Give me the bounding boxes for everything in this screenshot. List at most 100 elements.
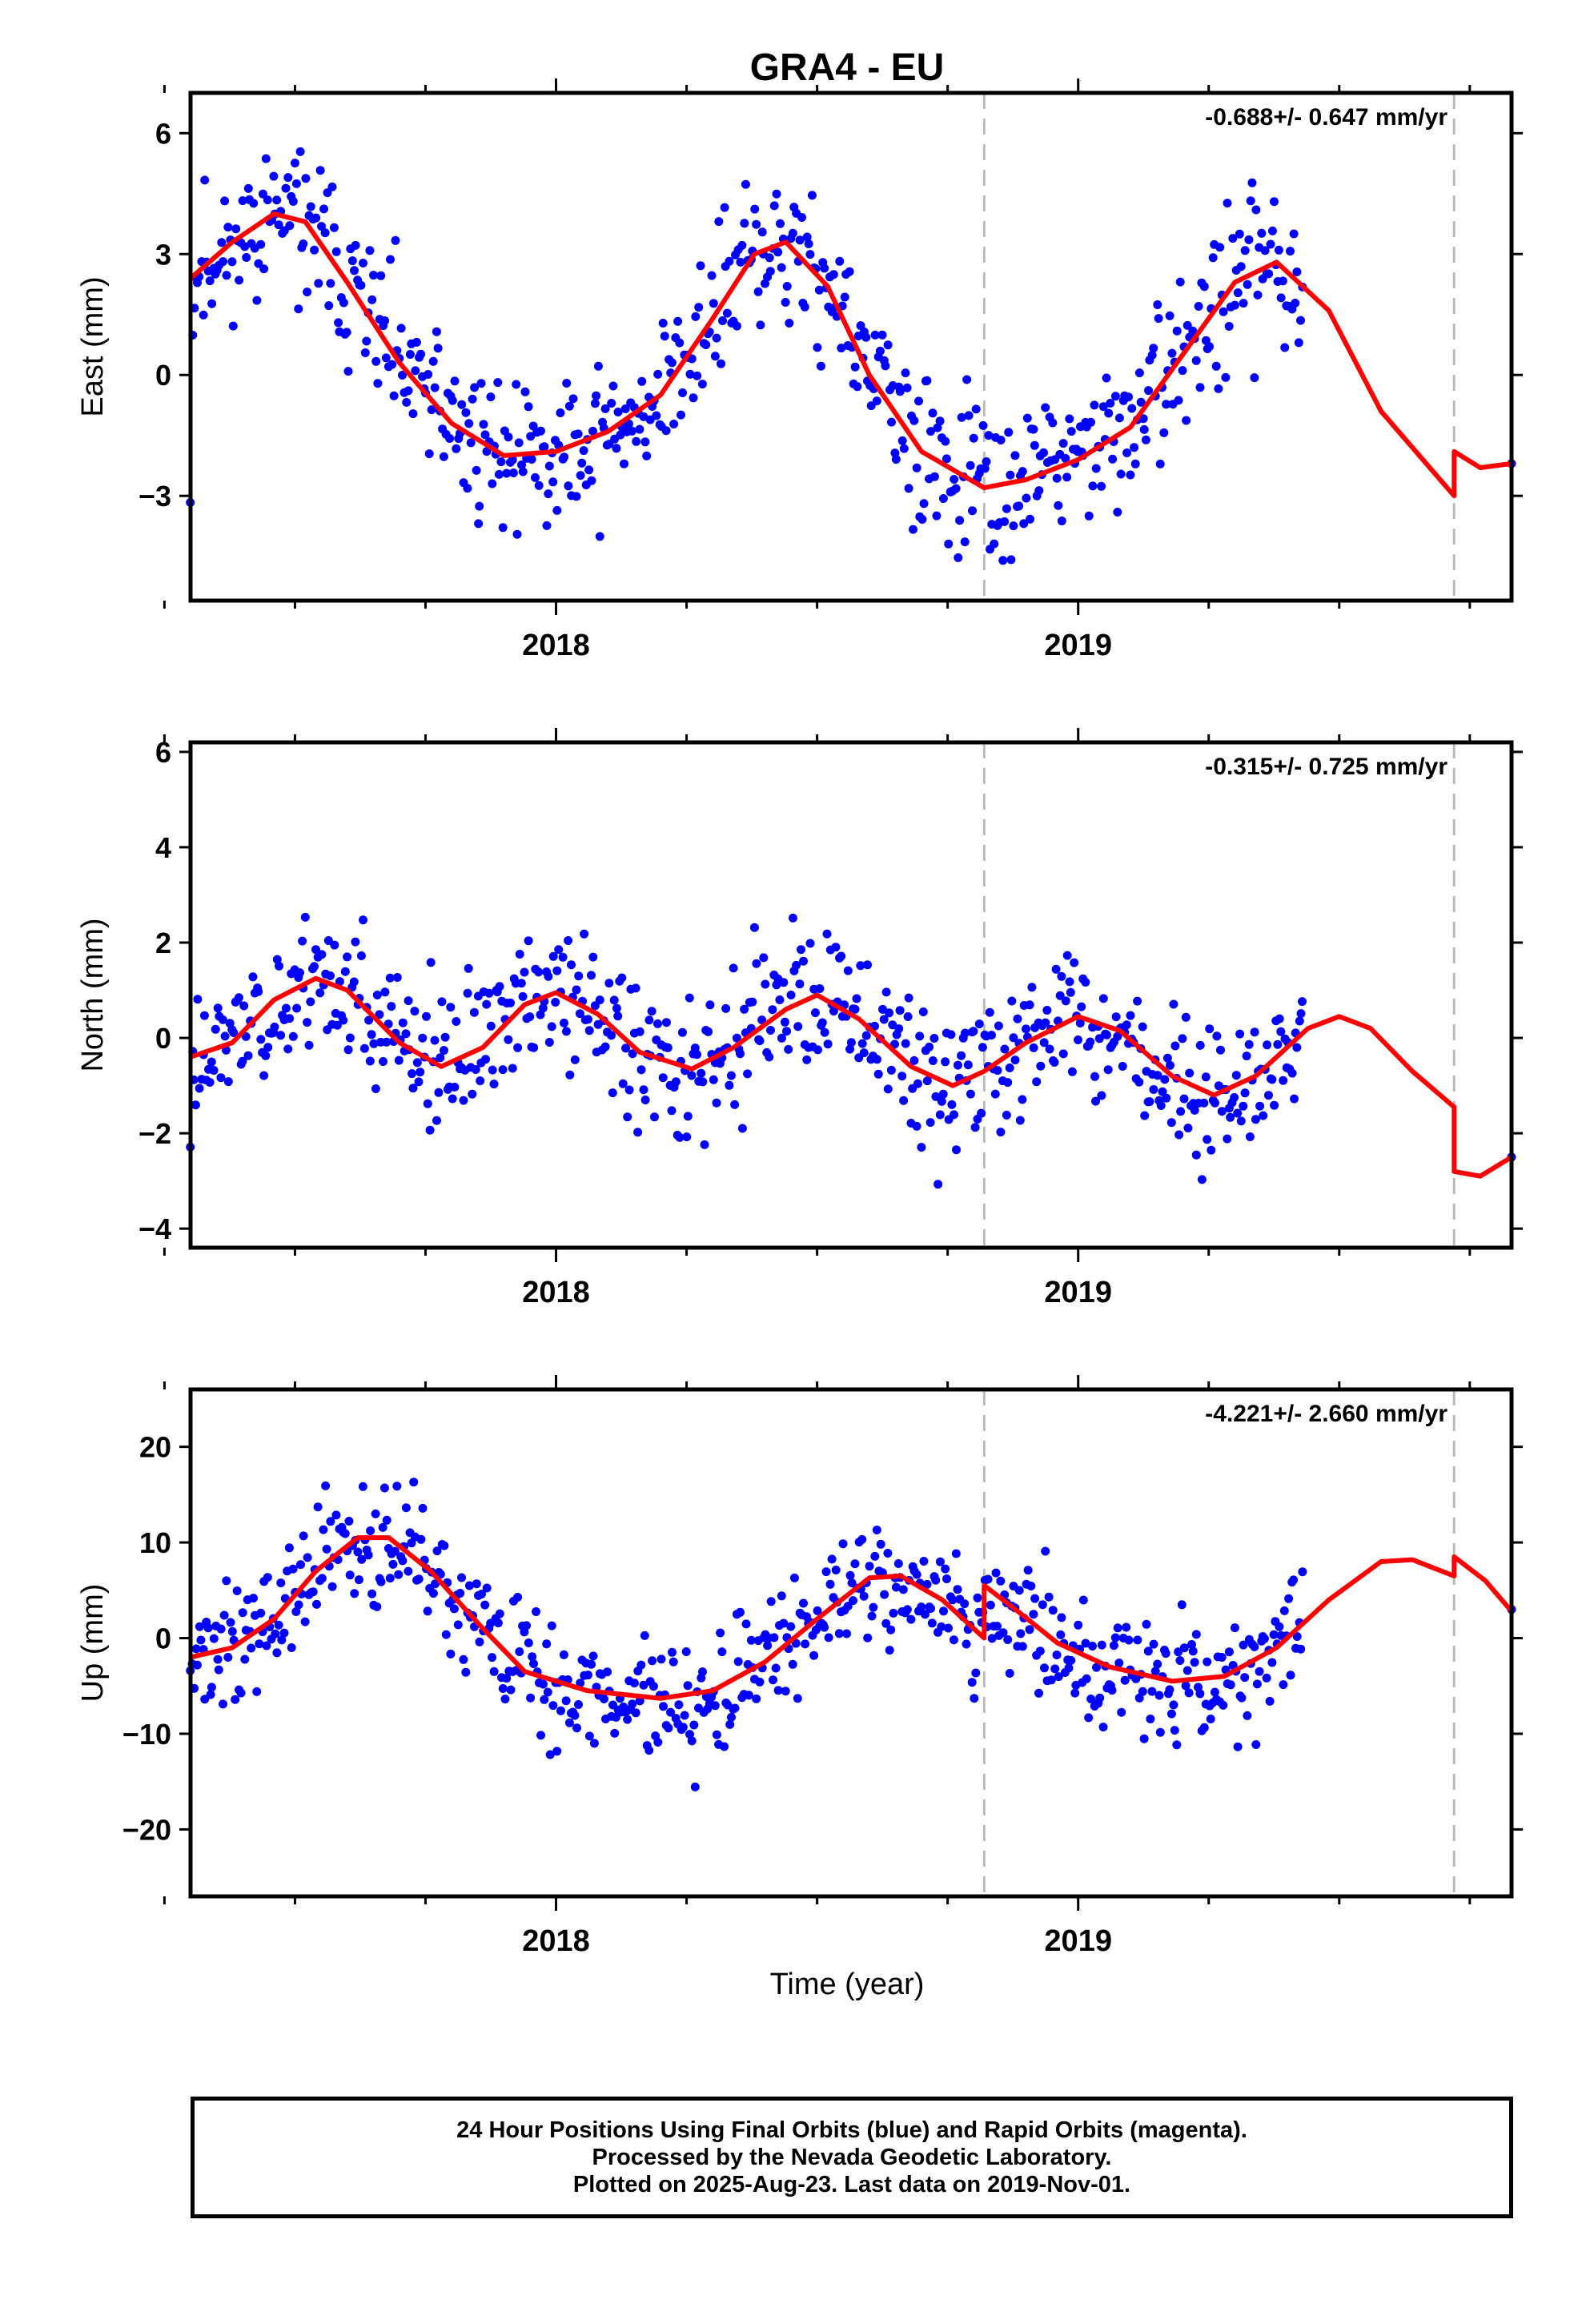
up-data-point: [279, 1628, 289, 1638]
north-data-point: [618, 1079, 628, 1088]
up-data-point: [303, 1553, 312, 1562]
east-data-point: [1136, 397, 1146, 407]
north-data-point: [516, 979, 526, 988]
east-data-point: [720, 203, 729, 212]
up-data-point: [1113, 1623, 1122, 1633]
up-data-point: [574, 1700, 583, 1709]
up-data-point: [1172, 1740, 1182, 1750]
north-data-point: [283, 1044, 293, 1054]
north-data-point: [1007, 996, 1017, 1006]
north-data-point: [761, 979, 770, 989]
north-data-point: [1102, 1030, 1111, 1039]
up-data-point: [513, 1593, 523, 1602]
north-data-point: [1183, 1124, 1193, 1133]
east-data-point: [707, 271, 717, 280]
up-data-point: [376, 1577, 386, 1586]
north-data-point: [1203, 1135, 1212, 1144]
north-data-point: [829, 1007, 838, 1016]
up-data-point: [1191, 1630, 1201, 1639]
north-data-point: [471, 1065, 480, 1074]
up-data-point: [603, 1667, 612, 1677]
north-data-point: [410, 1007, 420, 1016]
east-data-point: [432, 327, 441, 336]
up-data-point: [532, 1607, 540, 1616]
up-data-point: [1275, 1622, 1284, 1631]
north-data-point: [367, 1030, 376, 1039]
up-data-point: [1114, 1659, 1124, 1668]
up-data-point: [1117, 1707, 1126, 1717]
east-data-point: [1214, 384, 1223, 393]
north-data-point: [1259, 1111, 1268, 1120]
east-data-point: [219, 257, 228, 267]
north-data-point: [359, 1043, 369, 1053]
east-data-point: [291, 179, 301, 188]
north-data-point: [1244, 1039, 1254, 1049]
north-data-point: [1041, 1018, 1050, 1027]
east-data-point: [1167, 348, 1177, 358]
up-data-point: [919, 1557, 929, 1566]
up-data-point: [1284, 1594, 1294, 1603]
north-data-point: [1118, 1062, 1127, 1071]
up-rate-annotation: -4.221+/- 2.660 mm/yr: [1205, 1401, 1447, 1427]
north-data-point: [709, 1075, 718, 1084]
north-data-point: [883, 1084, 893, 1094]
up-data-point: [459, 1655, 468, 1664]
east-data-point: [696, 261, 705, 271]
up-data-point: [502, 1674, 512, 1683]
up-data-point: [475, 1637, 484, 1647]
north-data-point: [1166, 1118, 1176, 1128]
footer-line-2: Processed by the Nevada Geodetic Laborat…: [592, 2145, 1112, 2170]
east-data-point: [1247, 178, 1257, 187]
east-data-point: [587, 476, 596, 485]
north-data-point: [418, 1033, 428, 1043]
east-data-point: [1130, 459, 1140, 468]
east-x-tick-label: 2018: [522, 629, 590, 662]
up-data-point: [755, 1677, 765, 1687]
north-data-point: [1075, 1019, 1085, 1027]
up-data-point: [1133, 1635, 1142, 1645]
north-data-point: [1287, 1068, 1297, 1078]
up-data-point: [296, 1560, 305, 1570]
up-data-point: [725, 1719, 735, 1729]
east-data-point: [217, 238, 227, 247]
east-data-point: [299, 239, 308, 248]
up-data-point: [440, 1541, 449, 1550]
up-data-point: [1181, 1681, 1191, 1691]
north-data-point: [913, 1079, 922, 1088]
east-data-point: [412, 337, 421, 347]
north-data-point: [608, 1088, 617, 1098]
north-data-point: [412, 1058, 422, 1068]
up-data-point: [681, 1647, 691, 1656]
east-data-point: [840, 292, 849, 302]
up-data-point: [1029, 1610, 1038, 1619]
up-data-point: [727, 1712, 736, 1722]
east-data-point: [753, 287, 763, 296]
east-data-point: [718, 316, 727, 325]
north-data-point: [508, 1063, 517, 1073]
up-data-point: [1237, 1693, 1247, 1703]
up-data-point: [222, 1576, 231, 1586]
up-data-point: [1175, 1656, 1185, 1665]
east-data-point: [351, 240, 360, 250]
east-data-point: [461, 408, 471, 417]
east-data-point: [576, 471, 585, 480]
east-data-point: [317, 222, 326, 231]
north-data-point: [452, 1017, 461, 1026]
up-data-point: [685, 1730, 694, 1739]
up-data-point: [327, 1582, 337, 1591]
east-data-point: [962, 375, 972, 384]
east-data-point: [1154, 314, 1163, 324]
up-data-point: [480, 1600, 490, 1610]
east-data-point: [572, 492, 581, 501]
east-data-point: [741, 179, 750, 189]
north-data-point: [193, 995, 203, 1004]
east-data-point: [1228, 234, 1238, 243]
east-data-point: [424, 449, 434, 459]
north-data-point: [506, 998, 515, 1007]
north-data-point: [191, 1100, 200, 1110]
up-data-point: [274, 1620, 283, 1630]
east-data-point: [240, 242, 250, 251]
north-data-point: [371, 1084, 380, 1093]
up-data-point: [1109, 1641, 1118, 1651]
east-data-point: [430, 383, 440, 392]
